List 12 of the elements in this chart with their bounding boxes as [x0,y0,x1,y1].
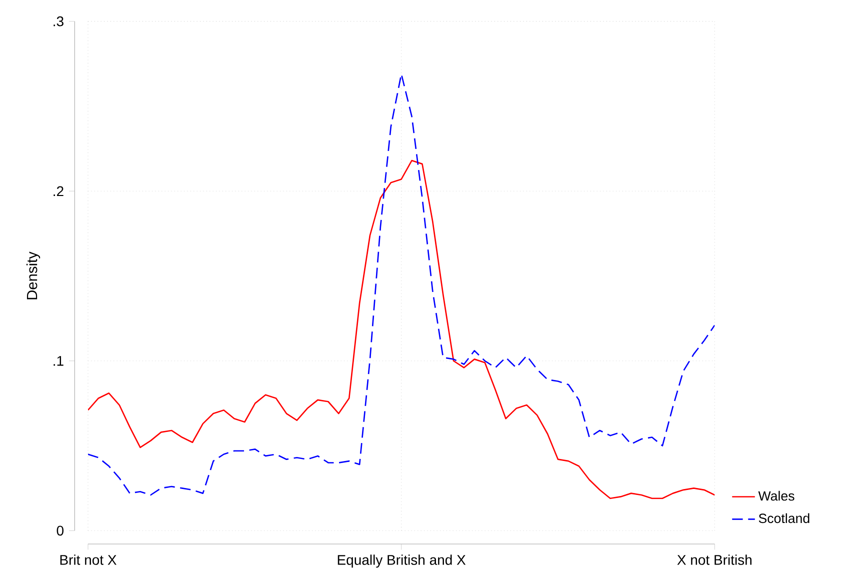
y-axis-title: Density [26,252,40,300]
line-series [88,160,715,500]
line-series [88,73,715,496]
legend-label: Wales [758,490,794,501]
x-tick-label: X not British [677,554,752,565]
y-tick-label: .3 [54,16,64,26]
x-tick-label: Equally British and X [338,554,466,568]
y-tick-label: .1 [54,356,64,366]
y-tick-label: .2 [54,186,64,196]
y-tick-label: 0 [56,526,64,536]
x-tick-label: Brit not X [60,554,116,565]
legend-label: Scotland [758,513,810,524]
